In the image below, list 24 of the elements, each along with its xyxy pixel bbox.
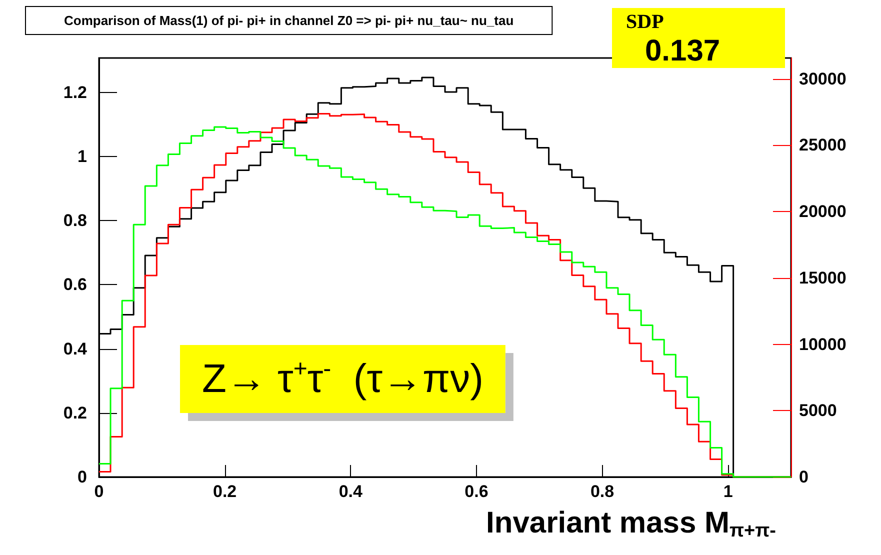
y2-tick-label: 15000 — [799, 268, 846, 288]
chart-title: Comparison of Mass(1) of pi- pi+ in channel Z0 => pi- pi+ nu_tau~ nu_tau — [64, 13, 514, 28]
y2-tick-label: 30000 — [799, 69, 846, 88]
y-tick-label: 0.6 — [63, 275, 87, 294]
y-tick-label: 0 — [78, 468, 87, 486]
x-tick-label: 0.6 — [464, 482, 488, 501]
y-tick-label: 0.4 — [63, 339, 88, 358]
y2-tick-label: 0 — [799, 468, 808, 486]
y-tick-label: 0.8 — [63, 211, 87, 230]
annotation: 0.137 — [645, 34, 720, 68]
x-tick-label: 1 — [723, 482, 733, 501]
y-tick-label: 1 — [78, 146, 87, 166]
x-tick-label: 0.4 — [338, 482, 363, 501]
y-tick-label: 1.2 — [63, 82, 87, 102]
y2-tick-label: 25000 — [799, 136, 846, 155]
x-tick-label: 0 — [94, 482, 104, 501]
y2-tick-label: 20000 — [799, 202, 846, 222]
text: SDP — [626, 11, 664, 33]
x-tick-label: 0.8 — [590, 482, 614, 501]
y2-tick-label: 5000 — [799, 401, 837, 420]
x-tick-label: 0.2 — [213, 482, 237, 501]
y2-tick-label: 10000 — [799, 334, 846, 354]
annotation: Z→ τ+τ- (τ→πν) — [202, 356, 484, 401]
y-tick-label: 0.2 — [63, 403, 87, 422]
